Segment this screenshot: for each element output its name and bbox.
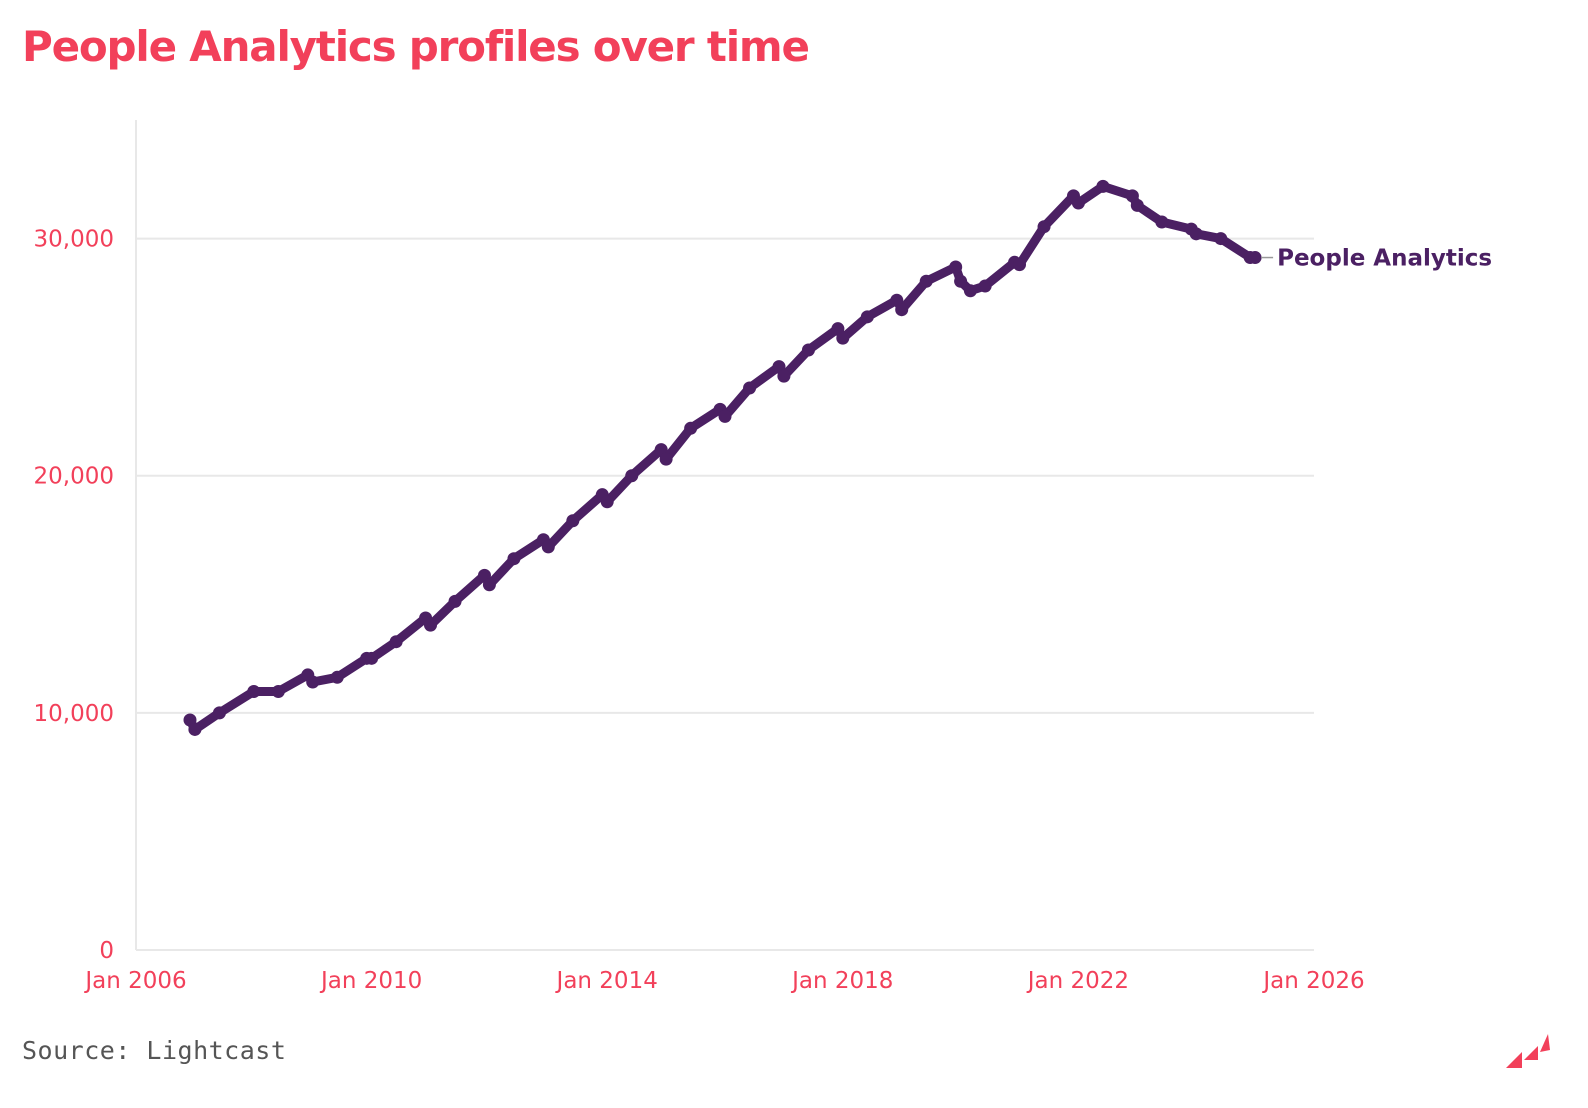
data-point <box>188 722 202 736</box>
data-point <box>978 279 992 293</box>
data-point <box>801 343 815 357</box>
lightcast-logo-icon <box>1506 1034 1550 1068</box>
data-point <box>507 552 521 566</box>
y-tick-label: 10,000 <box>34 701 114 727</box>
data-point <box>1013 258 1026 272</box>
data-point <box>482 578 496 592</box>
data-point <box>271 685 285 699</box>
series-line <box>185 181 1260 734</box>
x-tick-label: Jan 2018 <box>790 968 893 994</box>
data-point <box>389 635 403 649</box>
grid-lines <box>136 237 1314 951</box>
data-point <box>600 495 614 509</box>
data-point <box>566 514 580 528</box>
data-point <box>659 452 673 466</box>
data-point <box>448 594 462 608</box>
data-point <box>1130 198 1144 212</box>
data-point <box>1189 227 1203 241</box>
data-point <box>625 469 639 483</box>
data-point <box>424 618 437 632</box>
data-point <box>1155 215 1169 229</box>
data-point <box>860 310 874 324</box>
data-point <box>743 381 757 395</box>
x-tick-label: Jan 2014 <box>555 968 658 994</box>
x-tick-label: Jan 2006 <box>83 968 186 994</box>
data-point <box>718 409 732 423</box>
series-label: People Analytics <box>1277 246 1492 272</box>
data-point <box>777 369 791 383</box>
y-tick-label: 30,000 <box>34 227 114 253</box>
chart-title: People Analytics profiles over time <box>22 22 810 71</box>
y-axis-ticks: 0 10,000 20,000 30,000 <box>34 227 114 964</box>
x-tick-label: Jan 2010 <box>319 968 422 994</box>
data-point <box>1096 179 1110 193</box>
data-point <box>1248 251 1262 265</box>
data-point <box>247 685 261 699</box>
y-tick-label: 20,000 <box>34 464 114 490</box>
data-point <box>330 670 344 684</box>
x-axis-ticks: Jan 2006 Jan 2010 Jan 2014 Jan 2018 Jan 2022… <box>83 968 1364 994</box>
data-point <box>541 540 555 554</box>
data-point <box>1071 196 1085 210</box>
data-point <box>919 274 933 288</box>
x-tick-label: Jan 2022 <box>1026 968 1129 994</box>
series-layer: People Analytics <box>183 179 1492 736</box>
data-point <box>306 675 320 689</box>
data-point <box>895 303 909 317</box>
data-point <box>949 260 963 274</box>
data-point <box>365 651 379 665</box>
data-point <box>212 706 226 720</box>
data-point <box>1037 220 1051 234</box>
x-tick-label: Jan 2026 <box>1261 968 1364 994</box>
data-point <box>684 421 698 435</box>
data-point <box>954 274 968 288</box>
data-point <box>1214 232 1228 246</box>
data-point <box>836 331 850 345</box>
y-tick-label: 0 <box>99 938 114 964</box>
data-point <box>963 284 977 298</box>
source-note: Source: Lightcast <box>22 1036 287 1065</box>
